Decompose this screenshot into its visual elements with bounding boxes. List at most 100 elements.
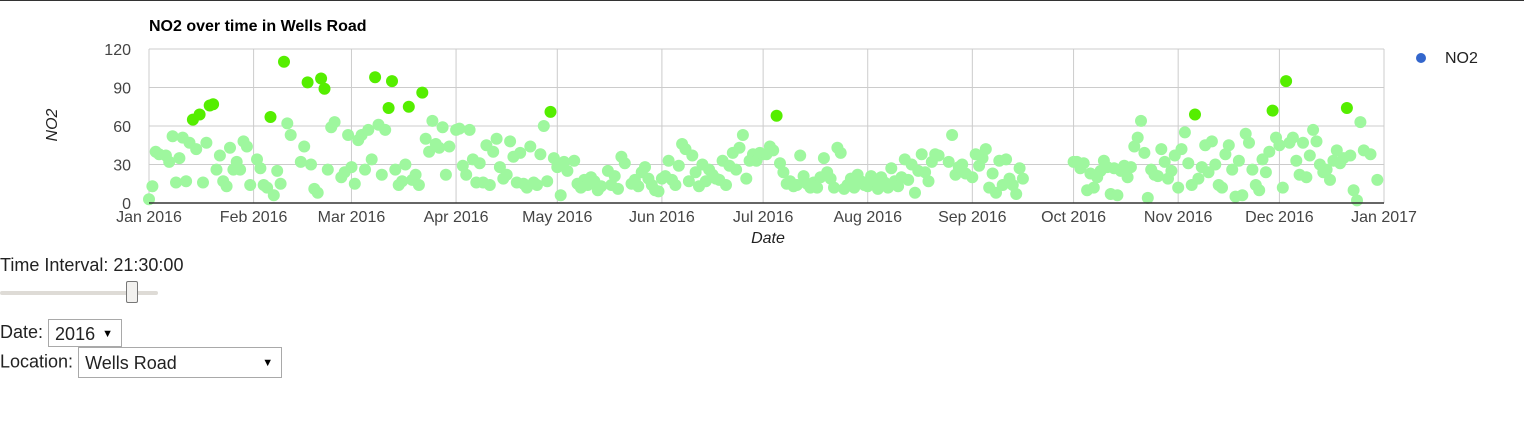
data-point [1000,153,1013,166]
data-point [365,153,378,166]
data-point [777,166,790,179]
data-point [244,179,257,191]
data-point [902,173,915,186]
data-point [426,114,439,127]
data-point [733,141,746,154]
x-tick-label: Mar 2016 [318,209,386,226]
data-point [1364,148,1377,161]
data-point [909,186,921,199]
data-point [541,175,554,188]
data-point [794,149,807,162]
date-select[interactable]: 2016 ▼ [48,319,123,347]
x-axis-title: Date [751,230,785,247]
data-point [1155,143,1168,156]
data-point [504,135,517,148]
data-points [143,55,1384,207]
data-point [531,179,543,191]
data-point-high [207,98,220,111]
data-point [1324,173,1336,186]
y-axis-title: NO2 [44,108,61,141]
data-point [1253,184,1266,197]
data-point [922,175,935,188]
data-point [612,182,624,195]
data-point [1276,181,1289,194]
data-point [1259,166,1272,179]
data-point [1006,179,1019,191]
time-interval-slider-track[interactable] [0,291,158,295]
data-point [885,162,898,175]
data-point [483,179,496,191]
top-border [0,0,1524,1]
x-tick-label: Sep 2016 [938,209,1007,226]
x-tick-label: Apr 2016 [424,209,489,226]
x-tick-label: May 2016 [522,209,592,226]
data-point [558,155,570,168]
x-tick-label: Jan 2017 [1351,209,1417,226]
data-point [1124,161,1137,174]
time-interval-row: Time Interval: 21:30:00 [0,255,183,276]
data-point [1246,163,1259,176]
x-tick-label: Oct 2016 [1041,209,1106,226]
x-tick-label: Dec 2016 [1245,209,1314,226]
data-point [946,129,959,141]
data-point [328,116,341,129]
x-tick-label: Feb 2016 [220,209,288,226]
time-interval-value: 21:30:00 [113,255,184,275]
data-point-high [1340,102,1353,114]
data-point [1178,126,1191,139]
data-point [1182,157,1195,170]
data-point [537,120,550,132]
data-point [767,144,780,157]
data-point [966,171,979,184]
legend[interactable]: NO2 [1416,50,1478,67]
data-point [942,155,955,168]
data-point [632,180,645,193]
location-select[interactable]: Wells Road ▼ [78,347,283,378]
data-point [915,148,928,161]
data-point [652,185,665,198]
data-point [321,163,334,176]
data-point [173,152,186,165]
data-point [662,154,675,167]
data-point [362,123,375,136]
data-point [274,177,287,190]
data-point [213,149,226,162]
data-point [456,159,469,172]
data-point [190,143,203,156]
legend-label-no2: NO2 [1445,50,1478,67]
y-tick-label: 60 [113,119,131,136]
data-point [240,140,253,153]
y-tick-label: 120 [104,42,131,59]
data-point [514,146,527,159]
data-point [271,164,284,177]
data-point [1232,154,1245,167]
data-point [143,193,155,206]
time-interval-label: Time Interval: [0,255,109,275]
data-point-high [318,82,331,95]
data-point [419,132,432,145]
data-point [1165,164,1178,177]
no2-scatter-chart: 0 30 60 90 120 Jan 2016 Feb 2016 Mar 2016 Apr 20… [44,18,1478,247]
data-point-high [416,86,429,99]
data-point [1300,171,1313,184]
y-tick-label: 90 [113,81,131,98]
data-point [720,179,732,191]
data-point [224,141,236,154]
data-point [1351,194,1363,207]
data-point [568,154,581,167]
data-point [524,140,537,153]
data-point [1273,139,1286,152]
data-point [1175,143,1188,156]
data-point [305,158,317,171]
data-point-high [1189,108,1201,121]
data-point [740,172,753,185]
location-select-value: Wells Road [85,353,177,373]
time-interval-slider-thumb[interactable] [126,281,138,303]
data-point [375,168,388,181]
data-point-high [544,105,557,118]
date-select-value: 2016 [55,324,96,344]
data-point [359,163,371,176]
data-point [1354,116,1367,129]
data-point [1121,171,1134,184]
x-tick-label: Jun 2016 [629,209,695,226]
